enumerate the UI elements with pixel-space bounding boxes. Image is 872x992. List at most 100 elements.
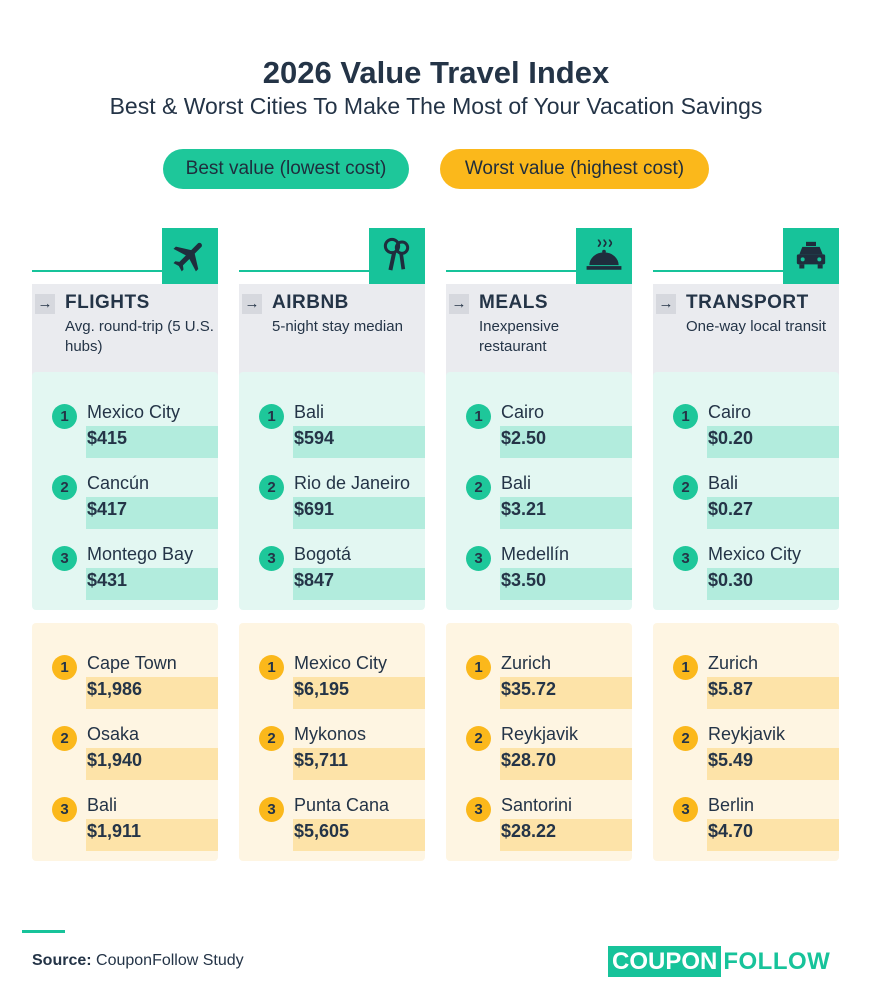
category-description: Avg. round-trip (5 U.S. hubs) <box>65 318 214 355</box>
legend-best-value: Best value (lowest cost) <box>163 149 409 189</box>
rank-badge: 1 <box>259 655 284 680</box>
category-title: TRANSPORT <box>686 292 809 313</box>
worst-value-panel: 1 Cape Town $1,986 2 Osaka $1,940 3 Bali $1,911 <box>32 623 218 861</box>
cost-value: $3.21 <box>501 499 547 519</box>
rank-badge: 2 <box>466 726 491 751</box>
category-title: AIRBNB <box>272 292 349 313</box>
rank-badge: 3 <box>52 546 77 571</box>
value-highlight-bar <box>707 497 839 529</box>
keys-icon <box>369 228 425 284</box>
rank-badge: 3 <box>466 546 491 571</box>
column-top-rule <box>446 270 632 272</box>
city-name: Bali <box>501 473 532 493</box>
rank-badge: 1 <box>259 404 284 429</box>
city-name: Reykjavik <box>501 724 579 744</box>
worst-value-panel: 1 Mexico City $6,195 2 Mykonos $5,711 3 Punta C… <box>239 623 425 861</box>
cost-value: $5.49 <box>708 750 754 770</box>
best-rank-entry: 2 Rio de Janeiro $691 <box>239 465 425 529</box>
best-rank-entry: 2 Bali $0.27 <box>653 465 839 529</box>
rank-badge: 1 <box>673 655 698 680</box>
worst-rank-entry: 1 Mexico City $6,195 <box>239 645 425 709</box>
city-name: Mexico City <box>87 402 181 422</box>
rank-badge: 1 <box>52 404 77 429</box>
city-name: Bali <box>87 795 118 815</box>
rank-badge: 2 <box>52 475 77 500</box>
city-name: Santorini <box>501 795 573 815</box>
value-highlight-bar <box>500 819 632 851</box>
city-name: Cape Town <box>87 653 177 673</box>
rank-badge: 2 <box>673 726 698 751</box>
worst-value-panel: 1 Zurich $5.87 2 Reykjavik $5.49 3 Berlin $4.70 <box>653 623 839 861</box>
category-header: → FLIGHTS Avg. round-trip (5 U.S. hubs) <box>32 284 218 398</box>
value-highlight-bar <box>707 748 839 780</box>
couponfollow-logo: COUPON FOLLOW <box>608 946 830 977</box>
cost-value: $5.87 <box>708 679 754 699</box>
arrow-right-icon: → <box>656 294 676 314</box>
worst-rank-entry: 2 Osaka $1,940 <box>32 716 218 780</box>
city-name: Osaka <box>87 724 140 744</box>
source-text: CouponFollow Study <box>96 952 244 969</box>
cost-value: $1,911 <box>87 821 142 841</box>
rank-badge: 2 <box>259 475 284 500</box>
category-title: FLIGHTS <box>65 292 150 313</box>
rank-badge: 1 <box>52 655 77 680</box>
city-name: Bogotá <box>294 544 352 564</box>
chart-subtitle: Best & Worst Cities To Make The Most of … <box>109 93 763 119</box>
worst-rank-entry: 3 Berlin $4.70 <box>653 787 839 851</box>
category-description: Inexpensive restaurant <box>479 318 560 355</box>
best-rank-entry: 1 Bali $594 <box>239 394 425 458</box>
cost-value: $35.72 <box>501 679 557 699</box>
value-highlight-bar <box>293 819 425 851</box>
cost-value: $28.70 <box>501 750 557 770</box>
column-top-rule <box>653 270 839 272</box>
taxi-icon <box>783 228 839 284</box>
rank-badge: 3 <box>259 797 284 822</box>
source-note: Source: CouponFollow Study <box>32 952 244 970</box>
city-name: Cancún <box>87 473 150 493</box>
worst-rank-entry: 1 Zurich $5.87 <box>653 645 839 709</box>
cost-value: $1,940 <box>87 750 143 770</box>
value-highlight-bar <box>293 426 425 458</box>
cost-value: $417 <box>87 499 128 519</box>
best-rank-entry: 2 Cancún $417 <box>32 465 218 529</box>
column-top-rule <box>32 270 218 272</box>
best-rank-entry: 3 Mexico City $0.30 <box>653 536 839 600</box>
worst-rank-entry: 2 Reykjavik $5.49 <box>653 716 839 780</box>
worst-rank-entry: 1 Zurich $35.72 <box>446 645 632 709</box>
value-highlight-bar <box>500 568 632 600</box>
city-name: Mexico City <box>294 653 388 673</box>
best-value-panel: 1 Bali $594 2 Rio de Janeiro $691 3 Bogotá $847 <box>239 372 425 610</box>
arrow-right-icon: → <box>242 294 262 314</box>
rank-badge: 3 <box>52 797 77 822</box>
airplane-icon <box>162 228 218 284</box>
best-rank-entry: 2 Bali $3.21 <box>446 465 632 529</box>
cost-value: $5,711 <box>294 750 349 770</box>
rank-badge: 2 <box>673 475 698 500</box>
rank-badge: 1 <box>466 404 491 429</box>
cost-value: $0.27 <box>708 499 754 519</box>
value-highlight-bar <box>86 677 218 709</box>
arrow-right-icon: → <box>449 294 469 314</box>
worst-rank-entry: 3 Punta Cana $5,605 <box>239 787 425 851</box>
value-highlight-bar <box>86 748 218 780</box>
rank-badge: 1 <box>673 404 698 429</box>
value-highlight-bar <box>707 819 839 851</box>
category-description: One-way local transit <box>686 318 827 335</box>
cost-value: $847 <box>294 570 335 590</box>
value-highlight-bar <box>500 677 632 709</box>
best-rank-entry: 1 Cairo $2.50 <box>446 394 632 458</box>
category-description: 5-night stay median <box>272 318 403 335</box>
value-highlight-bar <box>86 497 218 529</box>
footer-divider <box>22 930 65 933</box>
value-highlight-bar <box>86 426 218 458</box>
city-name: Bali <box>708 473 739 493</box>
cost-value: $594 <box>294 428 335 448</box>
value-highlight-bar <box>500 426 632 458</box>
cost-value: $3.50 <box>501 570 547 590</box>
worst-rank-entry: 3 Bali $1,911 <box>32 787 218 851</box>
column-top-rule <box>239 270 425 272</box>
cost-value: $415 <box>87 428 128 448</box>
food-cloche-icon <box>576 228 632 284</box>
logo-coupon: COUPON <box>608 946 722 977</box>
value-highlight-bar <box>500 748 632 780</box>
